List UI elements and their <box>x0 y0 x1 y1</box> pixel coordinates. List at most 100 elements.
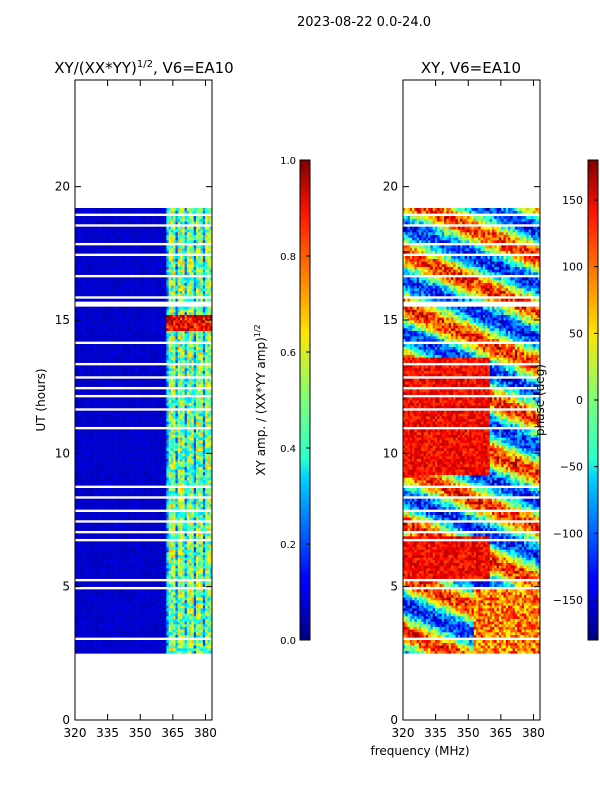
amp-cell <box>127 573 131 577</box>
amp-cell <box>88 517 92 521</box>
amp-cell <box>180 618 183 622</box>
amp-cell <box>134 480 137 483</box>
amp-cell <box>113 418 117 422</box>
amp-cell <box>170 581 174 585</box>
amp-cell <box>150 629 153 633</box>
amp-cell <box>193 402 197 406</box>
amp-cell <box>93 413 96 417</box>
amp-cell <box>186 557 190 561</box>
amp-cell <box>175 418 179 422</box>
amp-cell <box>125 448 128 451</box>
amp-cell <box>84 453 87 457</box>
amp-cell <box>104 632 108 635</box>
amp-cell <box>77 464 80 467</box>
amp-cell <box>161 416 165 419</box>
amp-cell <box>97 581 101 585</box>
amp-cell <box>184 536 188 539</box>
amp-cell <box>113 642 117 646</box>
amp-cell <box>138 589 142 593</box>
amp-cell <box>205 589 208 593</box>
amp-cell <box>79 472 83 475</box>
amp-cell <box>175 621 179 625</box>
amp-cell <box>180 498 183 502</box>
amp-cell <box>198 448 201 451</box>
amp-cell <box>175 504 179 507</box>
amp-cell <box>184 565 188 569</box>
amp-cell <box>141 517 144 521</box>
amp-cell <box>109 621 112 625</box>
amp-cell <box>136 434 140 438</box>
amp-cell <box>205 493 208 497</box>
amp-cell <box>122 440 126 443</box>
amp-cell <box>81 642 85 646</box>
amp-cell <box>148 557 151 561</box>
amp-cell <box>100 613 103 617</box>
amp-cell <box>148 472 151 475</box>
amp-cell <box>109 418 112 422</box>
amp-cell <box>136 440 140 443</box>
amp-cell <box>118 600 121 603</box>
amp-cell <box>200 552 204 555</box>
amp-cell <box>136 557 140 561</box>
amp-cell <box>205 421 208 425</box>
amp-cell <box>86 549 89 553</box>
amp-cell <box>86 557 89 561</box>
amp-cell <box>152 506 156 510</box>
amp-cell <box>150 642 153 646</box>
amp-cell <box>86 434 89 438</box>
amp-cell <box>150 445 153 449</box>
amp-cell <box>113 589 117 593</box>
amp-cell <box>125 600 128 603</box>
amp-cell <box>122 536 126 539</box>
amp-cell <box>90 506 94 510</box>
amp-cell <box>180 525 183 529</box>
amp-cell <box>77 506 80 510</box>
amp-cell <box>109 613 112 617</box>
amp-cell <box>207 605 211 609</box>
amp-cell <box>186 610 190 614</box>
amp-cell <box>113 450 117 454</box>
amp-cell <box>168 413 172 417</box>
amp-cell <box>125 554 128 558</box>
amp-cell <box>120 405 124 409</box>
amp-cell <box>177 632 181 635</box>
amp-cell <box>166 554 169 558</box>
amp-cell <box>132 477 135 481</box>
amp-cell <box>193 645 197 649</box>
amp-cell <box>100 416 103 419</box>
amp-cell <box>152 498 156 502</box>
amp-cell <box>120 525 124 529</box>
amp-cell <box>120 498 124 502</box>
amp-cell <box>177 474 181 478</box>
amp-cell <box>164 522 167 526</box>
amp-cell <box>88 536 92 539</box>
amp-cell <box>175 568 179 571</box>
amp-cell <box>170 616 174 619</box>
amp-cell <box>100 616 103 619</box>
amp-cell <box>209 552 213 555</box>
amp-cell <box>111 464 115 467</box>
amp-cell <box>200 626 204 630</box>
amp-cell <box>198 434 201 438</box>
amp-cell <box>118 576 121 579</box>
amp-cell <box>132 466 135 470</box>
amp-cell <box>138 642 142 646</box>
amp-cell <box>88 592 92 595</box>
amp-cell <box>150 581 153 585</box>
amp-cell <box>170 450 174 454</box>
amp-cell <box>113 464 117 467</box>
amp-cell <box>175 605 179 609</box>
amp-cell <box>118 480 121 483</box>
amp-cell <box>109 544 112 547</box>
amp-cell <box>77 517 80 521</box>
amp-cell <box>120 490 124 494</box>
amp-cell <box>173 618 176 622</box>
amp-cell <box>88 621 92 625</box>
amp-cell <box>143 565 147 569</box>
amp-cell <box>189 445 192 449</box>
amp-cell <box>173 642 176 646</box>
amp-cell <box>161 418 165 422</box>
amp-cell <box>138 448 142 451</box>
amp-cell <box>113 472 117 475</box>
amp-cell <box>170 522 174 526</box>
